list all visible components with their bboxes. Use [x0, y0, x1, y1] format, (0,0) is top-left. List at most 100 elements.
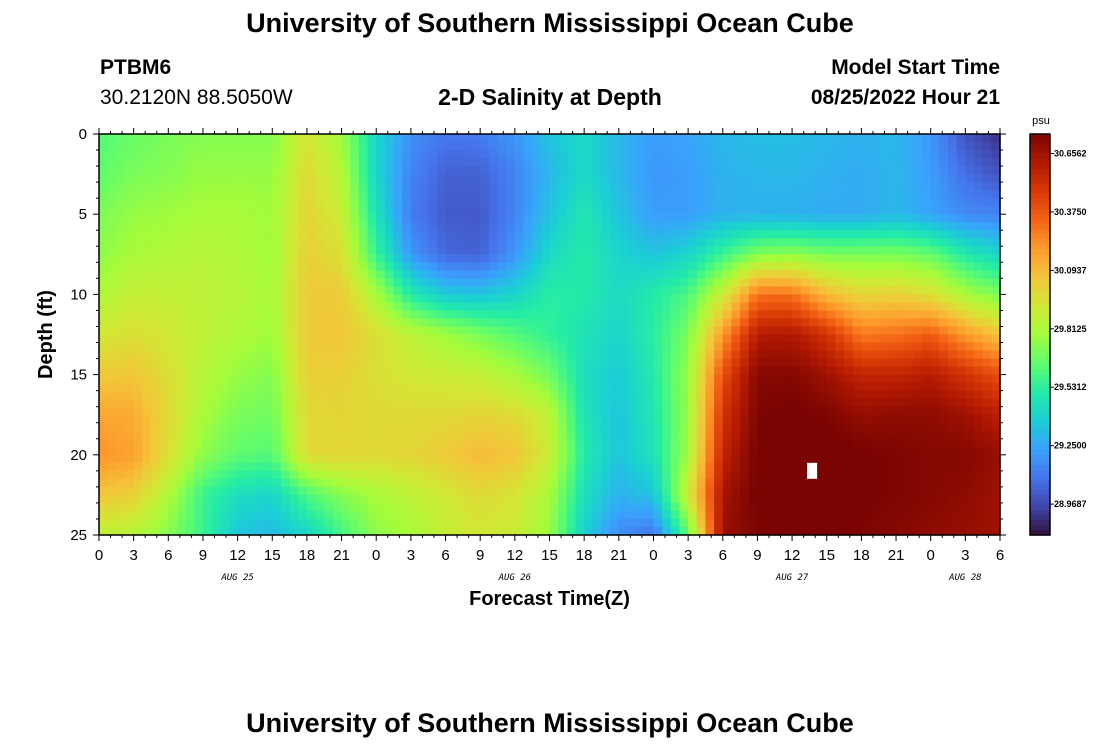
- heatmap-cell: [618, 358, 629, 368]
- heatmap-cell: [367, 366, 377, 376]
- heatmap-cell: [402, 294, 412, 304]
- heatmap-cell: [696, 510, 707, 520]
- heatmap-cell: [220, 406, 230, 416]
- heatmap-cell: [419, 462, 429, 472]
- heatmap-cell: [350, 198, 360, 207]
- heatmap-cell: [982, 326, 992, 336]
- heatmap-cell: [133, 278, 143, 287]
- heatmap-cell: [445, 318, 455, 328]
- heatmap-cell: [142, 350, 152, 360]
- heatmap-cell: [566, 502, 577, 512]
- heatmap-cell: [653, 302, 663, 312]
- heatmap-cell: [445, 206, 455, 215]
- heatmap-cell: [514, 398, 525, 408]
- heatmap-cell: [332, 262, 343, 271]
- heatmap-cell: [289, 158, 299, 167]
- heatmap-cell: [974, 462, 984, 472]
- heatmap-cell: [818, 406, 828, 416]
- heatmap-cell: [670, 334, 681, 344]
- heatmap-cell: [480, 286, 490, 295]
- heatmap-cell: [792, 494, 802, 504]
- heatmap-cell: [965, 462, 975, 472]
- heatmap-cell: [419, 230, 429, 239]
- heatmap-cell: [766, 454, 776, 464]
- heatmap-cell: [393, 238, 403, 247]
- heatmap-cell: [592, 390, 603, 400]
- heatmap-cell: [116, 334, 126, 344]
- heatmap-cell: [878, 422, 888, 432]
- heatmap-cell: [982, 134, 992, 143]
- heatmap-cell: [844, 358, 854, 368]
- heatmap-cell: [896, 238, 906, 247]
- heatmap-cell: [436, 318, 447, 328]
- heatmap-cell: [280, 134, 291, 143]
- heatmap-cell: [982, 206, 992, 215]
- heatmap-cell: [211, 374, 221, 384]
- heatmap-cell: [601, 406, 611, 416]
- heatmap-cell: [870, 206, 880, 215]
- heatmap-cell: [644, 350, 655, 360]
- heatmap-cell: [211, 406, 221, 416]
- heatmap-cell: [818, 350, 828, 360]
- heatmap-cell: [731, 502, 741, 512]
- heatmap-cell: [800, 494, 810, 504]
- heatmap-cell: [783, 278, 793, 287]
- heatmap-cell: [194, 366, 204, 376]
- heatmap-cell: [367, 406, 377, 416]
- heatmap-cell: [679, 422, 689, 432]
- heatmap-cell: [445, 358, 455, 368]
- heatmap-cell: [965, 406, 975, 416]
- heatmap-cell: [514, 190, 525, 199]
- heatmap-cell: [774, 262, 785, 271]
- heatmap-cell: [185, 350, 195, 360]
- heatmap-cell: [237, 382, 247, 392]
- heatmap-cell: [792, 486, 802, 496]
- heatmap-cell: [99, 446, 109, 456]
- heatmap-cell: [774, 294, 785, 304]
- heatmap-cell: [220, 502, 230, 512]
- heatmap-cell: [506, 134, 516, 143]
- heatmap-cell: [540, 238, 551, 247]
- heatmap-cell: [280, 190, 291, 199]
- heatmap-cell: [688, 278, 698, 287]
- heatmap-cell: [332, 166, 343, 175]
- heatmap-cell: [679, 206, 689, 215]
- heatmap-cell: [393, 294, 403, 304]
- heatmap-cell: [202, 462, 213, 472]
- heatmap-cell: [887, 406, 897, 416]
- heatmap-cell: [835, 150, 845, 159]
- heatmap-cell: [731, 238, 741, 247]
- heatmap-cell: [618, 510, 629, 520]
- heatmap-cell: [670, 326, 681, 336]
- heatmap-cell: [731, 278, 741, 287]
- heatmap-cell: [341, 430, 351, 440]
- heatmap-cell: [696, 254, 707, 263]
- heatmap-cell: [150, 254, 161, 263]
- heatmap-cell: [488, 262, 499, 271]
- heatmap-cell: [783, 254, 793, 263]
- heatmap-cell: [228, 246, 239, 255]
- heatmap-cell: [722, 350, 733, 360]
- heatmap-cell: [116, 494, 126, 504]
- heatmap-cell: [627, 310, 637, 320]
- heatmap-cell: [818, 262, 828, 271]
- heatmap-cell: [618, 214, 629, 223]
- heatmap-cell: [497, 270, 507, 279]
- heatmap-cell: [887, 262, 897, 271]
- heatmap-cell: [315, 142, 325, 151]
- heatmap-cell: [748, 270, 759, 279]
- heatmap-cell: [488, 470, 499, 480]
- heatmap-cell: [324, 230, 334, 239]
- heatmap-cell: [523, 430, 533, 440]
- heatmap-cell: [220, 206, 230, 215]
- heatmap-cell: [792, 430, 802, 440]
- heatmap-cell: [445, 158, 455, 167]
- heatmap-cell: [618, 294, 629, 304]
- heatmap-cell: [688, 198, 698, 207]
- heatmap-cell: [904, 438, 914, 448]
- heatmap-cell: [714, 158, 724, 167]
- heatmap-cell: [116, 294, 126, 304]
- heatmap-cell: [350, 382, 360, 392]
- heatmap-cell: [584, 398, 594, 408]
- heatmap-cell: [315, 238, 325, 247]
